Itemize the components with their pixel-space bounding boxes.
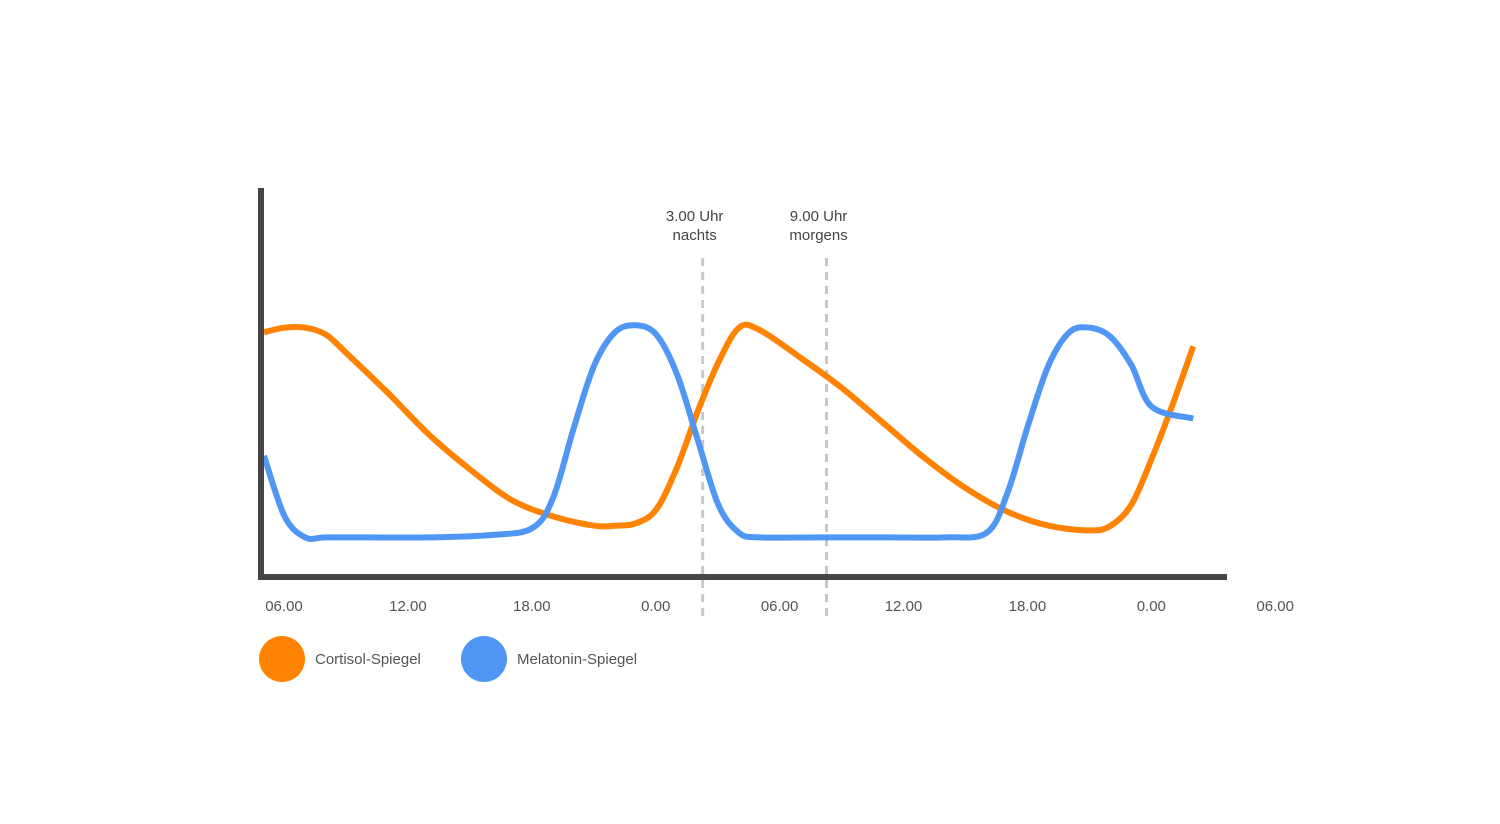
series-layer — [261, 321, 1197, 542]
x-tick-label: 12.00 — [389, 598, 427, 615]
x-tick-label: 06.00 — [761, 598, 799, 615]
annotations: 3.00 Uhr nachts 9.00 Uhr morgens — [666, 208, 848, 244]
legend-label-melatonin: Melatonin-Spiegel — [517, 650, 638, 668]
annotation-label-line1: 9.00 Uhr — [790, 208, 848, 225]
legend-item-melatonin: Melatonin-Spiegel — [461, 636, 637, 682]
x-tick-label: 0.00 — [1137, 598, 1166, 615]
annotation-label-line2: morgens — [789, 227, 847, 244]
legend-swatch-melatonin — [461, 636, 507, 682]
x-tick-labels: 06.00 12.00 18.00 0.00 06.00 12.00 18.00 0.00 06… — [265, 598, 1294, 615]
x-tick-label: 12.00 — [885, 598, 923, 615]
x-tick-label: 18.00 — [1009, 598, 1047, 615]
annotation-label-line2: nachts — [673, 227, 717, 244]
legend-item-cortisol: Cortisol-Spiegel — [259, 636, 421, 682]
x-tick-label: 0.00 — [641, 598, 670, 615]
person-figure-morning — [898, 141, 978, 305]
x-tick-label: 06.00 — [265, 598, 303, 615]
guide-lines — [701, 258, 829, 616]
legend-label-cortisol: Cortisol-Spiegel — [315, 650, 421, 668]
annotation-label-line1: 3.00 Uhr — [666, 208, 724, 225]
legend-swatch-cortisol — [259, 636, 305, 682]
x-tick-label: 06.00 — [1256, 598, 1294, 615]
person-figure-night — [528, 141, 608, 305]
melatonin-line — [261, 322, 1195, 542]
x-tick-label: 18.00 — [513, 598, 551, 615]
cortisol-line — [263, 321, 1197, 534]
